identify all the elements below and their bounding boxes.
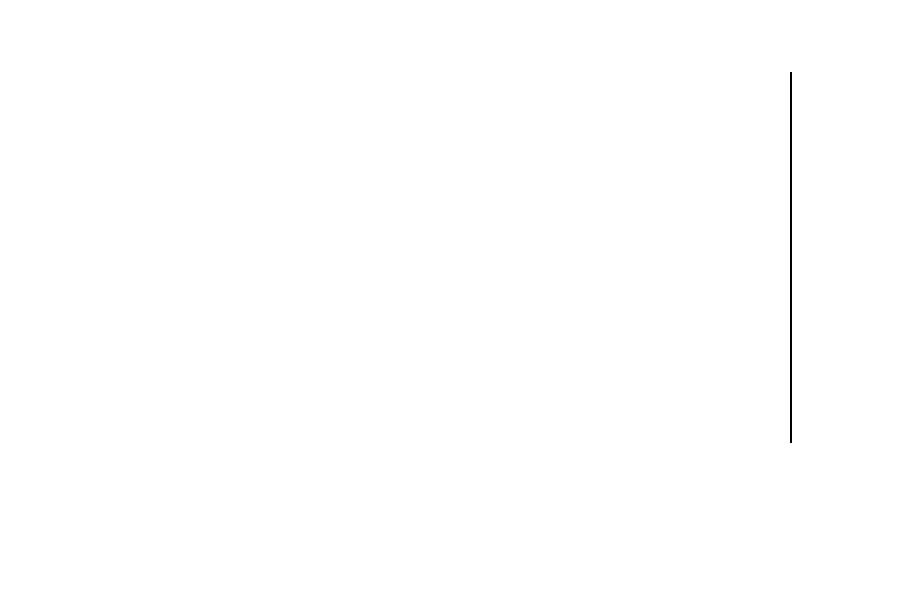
plot-frame-right-border	[790, 72, 792, 443]
colorbar	[806, 165, 827, 446]
contour-field	[100, 72, 790, 443]
